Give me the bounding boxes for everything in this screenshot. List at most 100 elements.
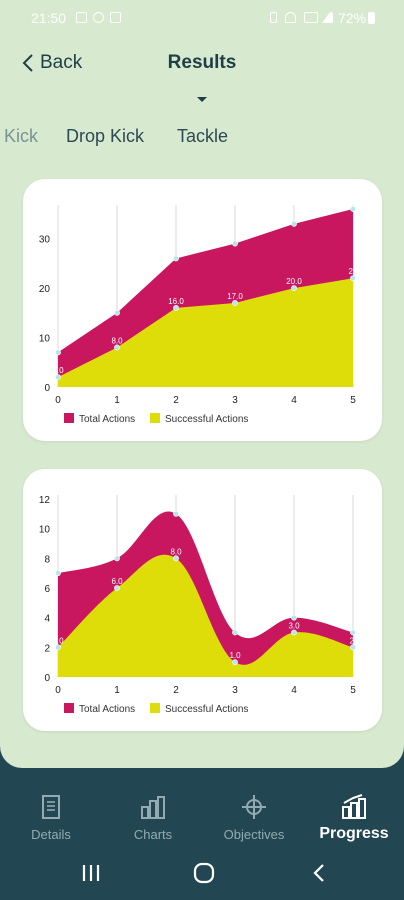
y-tick-label: 10	[39, 525, 51, 536]
legend-swatch-total	[64, 413, 74, 423]
data-point-successful	[232, 659, 238, 666]
data-point-total	[114, 555, 120, 562]
data-point-total	[291, 614, 297, 621]
chart-card-2: 0 1 2 3 4 5 0 2 4 6 8 10 12 2.0 6.0 8.0 1.0 3.0 2. Total Ac…	[23, 469, 382, 731]
y-tick-label: 10	[39, 334, 51, 345]
cloud-icon	[93, 12, 104, 23]
series-area-successful	[58, 278, 353, 387]
status-time: 21:50	[31, 10, 67, 26]
nav-progress-label: Progress	[319, 825, 389, 842]
chevron-down-icon[interactable]	[197, 97, 207, 102]
nav-charts[interactable]: Charts	[128, 785, 178, 842]
y-tick-label: 8	[44, 554, 50, 565]
x-tick-label: 0	[55, 685, 61, 696]
y-tick-label: 4	[44, 614, 50, 625]
x-tick-label: 1	[114, 395, 120, 406]
network-icon	[304, 12, 318, 23]
tab-kick[interactable]: Kick	[4, 126, 39, 146]
data-point-successful	[291, 285, 297, 292]
legend-label-successful: Successful Actions	[165, 414, 248, 425]
legend-label-successful: Successful Actions	[165, 704, 248, 715]
data-label: 16.0	[168, 297, 184, 306]
tab-tackle[interactable]: Tackle	[177, 126, 229, 146]
y-tick-label: 0	[44, 673, 50, 684]
data-label: 22	[349, 267, 358, 276]
data-label: 17.0	[227, 292, 243, 301]
nav-progress[interactable]: Progress	[318, 785, 390, 843]
back-nav-icon[interactable]	[311, 862, 327, 884]
data-label: 8.0	[111, 336, 123, 345]
data-point-total	[232, 629, 238, 636]
wifi-icon	[285, 12, 296, 23]
data-point-successful	[114, 585, 120, 591]
y-tick-label: 30	[39, 235, 51, 246]
progress-chart-icon	[342, 794, 366, 819]
status-bar: 21:50 72%	[0, 0, 404, 36]
chart-card-1: 0 1 2 3 4 5 0 10 20 30 2.0 8.0 16.0 17.0 20.0 22 Total A…	[23, 179, 382, 441]
data-label: 20.0	[286, 277, 302, 286]
screen: 21:50 72% Back Results Kick Drop Kick Ta…	[0, 0, 404, 768]
data-label: 2.	[350, 636, 357, 645]
nav-details-label: Details	[31, 827, 71, 842]
tab-drop-kick[interactable]: Drop Kick	[66, 126, 145, 146]
image-icon	[76, 12, 87, 23]
home-icon[interactable]	[192, 862, 216, 884]
category-tabs: Kick Drop Kick Tackle	[0, 126, 404, 152]
x-tick-label: 1	[114, 685, 120, 696]
x-tick-label: 2	[173, 395, 179, 406]
x-tick-label: 3	[232, 685, 238, 696]
data-label: 2.0	[52, 366, 64, 375]
data-label: 6.0	[111, 577, 123, 586]
data-label: 2.0	[52, 636, 64, 645]
system-navigation-bar	[0, 856, 404, 892]
legend-swatch-successful	[150, 413, 160, 423]
top-bar: Back Results	[0, 44, 404, 84]
x-tick-label: 2	[173, 685, 179, 696]
document-icon	[42, 795, 60, 819]
data-label: 1.0	[229, 651, 241, 660]
data-point-total	[291, 220, 297, 227]
data-point-total	[173, 510, 179, 517]
x-tick-label: 4	[291, 685, 297, 696]
recent-apps-icon[interactable]	[81, 862, 101, 884]
nav-details[interactable]: Details	[26, 785, 76, 842]
data-point-successful	[232, 300, 238, 306]
vibrate-icon	[270, 12, 277, 23]
data-point-successful	[173, 555, 179, 562]
x-tick-label: 0	[55, 395, 61, 406]
legend-swatch-successful	[150, 703, 160, 713]
crosshair-icon	[242, 795, 266, 819]
data-point-successful	[291, 629, 297, 636]
data-label: 3.0	[288, 622, 300, 631]
nav-objectives[interactable]: Objectives	[218, 785, 290, 842]
x-tick-label: 3	[232, 395, 238, 406]
legend-swatch-total	[64, 703, 74, 713]
nav-objectives-label: Objectives	[223, 827, 285, 842]
data-point-successful	[350, 644, 356, 651]
bar-chart-icon	[141, 796, 165, 819]
data-point-successful	[55, 644, 61, 651]
data-point-total	[350, 629, 356, 636]
legend-label-total: Total Actions	[79, 414, 135, 425]
back-label: Back	[40, 52, 83, 73]
bottom-navigation: Details Charts Objectives Progress	[0, 785, 404, 855]
series-area-successful	[58, 554, 353, 677]
back-button[interactable]: Back	[22, 52, 82, 74]
x-tick-label: 5	[350, 685, 356, 696]
battery-label: 72%	[338, 10, 367, 26]
data-point-successful	[55, 374, 61, 381]
x-tick-label: 5	[350, 395, 356, 406]
data-point-total	[232, 240, 238, 247]
legend-label-total: Total Actions	[79, 704, 135, 715]
data-point-successful	[173, 304, 179, 311]
data-point-total	[55, 570, 61, 577]
data-label: 8.0	[170, 547, 182, 556]
y-tick-label: 2	[44, 643, 50, 654]
data-point-total	[173, 255, 179, 262]
data-point-total	[350, 206, 356, 212]
signal-icon	[322, 12, 333, 23]
page-title: Results	[167, 52, 237, 73]
data-point-successful	[350, 275, 356, 282]
battery-icon	[368, 12, 375, 24]
